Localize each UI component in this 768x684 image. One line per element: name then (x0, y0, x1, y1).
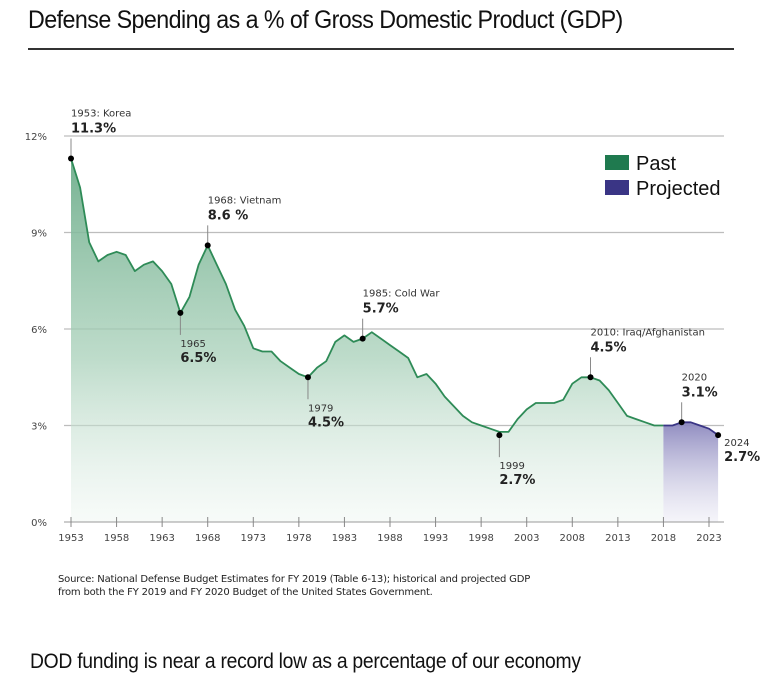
x-tick-label: 1993 (423, 533, 448, 544)
annotation-title: 2020 (682, 372, 707, 383)
x-tick-label: 1968 (195, 533, 220, 544)
annotation-title: 2010: Iraq/Afghanistan (591, 327, 705, 338)
annotation-value: 4.5% (591, 340, 627, 355)
data-point-marker (715, 432, 722, 439)
x-tick-label: 1958 (104, 533, 129, 544)
line-projected (663, 421, 719, 436)
data-point-marker (304, 374, 311, 381)
data-point-marker (678, 419, 685, 426)
y-tick-label: 6% (31, 325, 47, 336)
annotation-title: 1985: Cold War (363, 289, 441, 300)
x-tick-label: 1963 (149, 533, 174, 544)
annotations: 11.3% 1953: Korea 8.6 % 1968: Vietnam 19656.… (68, 109, 760, 488)
annotation-title: 1953: Korea (71, 109, 131, 120)
legend: Past Projected (605, 153, 721, 200)
area-past (71, 158, 664, 522)
annotation-value: 8.6 % (208, 208, 249, 223)
y-axis: 0% 3% 6% 9% 12% (25, 132, 47, 529)
x-axis: 1953 1958 1963 1968 1973 1978 1983 1988 1993 1998… (58, 517, 724, 544)
annotation-title: 1965 (180, 339, 205, 350)
source-line-1: Source: National Defense Budget Estimate… (58, 574, 531, 585)
source-line-2: from both the FY 2019 and FY 2020 Budget… (58, 587, 433, 598)
annotation-value: 3.1% (682, 385, 718, 400)
x-tick-label: 1973 (241, 533, 266, 544)
line-past (70, 158, 664, 433)
annotation-value: 6.5% (180, 351, 216, 366)
annotation: 8.6 % 1968: Vietnam (204, 195, 282, 249)
annotation: 4.5% 2010: Iraq/Afghanistan (587, 327, 705, 381)
legend-label-past: Past (636, 153, 676, 175)
legend-swatch-past (605, 155, 629, 170)
annotation-title: 2024 (724, 438, 749, 449)
chart-title: Defense Spending as a % of Gross Domesti… (28, 6, 623, 34)
annotation-title: 1968: Vietnam (208, 195, 282, 206)
y-tick-label: 3% (31, 422, 47, 433)
data-point-marker (204, 242, 211, 249)
annotation-value: 11.3% (71, 122, 116, 137)
y-tick-label: 0% (31, 518, 47, 529)
data-point-marker (177, 309, 184, 316)
annotation-value: 2.7% (499, 473, 535, 488)
chart-subtitle: DOD funding is near a record low as a pe… (30, 650, 581, 673)
annotation: 3.1% 2020 (678, 372, 718, 426)
annotation-value: 5.7% (363, 302, 399, 317)
annotation-title: 1999 (499, 461, 524, 472)
title-divider (28, 48, 734, 50)
annotation-value: 2.7% (724, 450, 760, 465)
data-point-marker (587, 374, 594, 381)
data-point-marker (359, 335, 366, 342)
annotation: 11.3% 1953: Korea (68, 109, 131, 162)
annotation: 5.7% 1985: Cold War (359, 289, 441, 342)
y-tick-label: 9% (31, 229, 47, 240)
legend-swatch-projected (605, 180, 629, 195)
legend-label-projected: Projected (636, 178, 721, 200)
annotation-value: 4.5% (308, 415, 344, 430)
x-tick-label: 1998 (468, 533, 493, 544)
x-tick-label: 1983 (332, 533, 357, 544)
x-tick-label: 1988 (377, 533, 402, 544)
x-tick-label: 2003 (514, 533, 539, 544)
x-tick-label: 2018 (651, 533, 676, 544)
data-point-marker (68, 155, 74, 162)
x-tick-label: 1953 (58, 533, 83, 544)
x-tick-label: 2023 (696, 533, 721, 544)
annotation-title: 1979 (308, 403, 333, 414)
y-tick-label: 12% (25, 132, 47, 143)
data-point-marker (496, 432, 503, 439)
area-projected (663, 422, 719, 522)
series-areas (70, 158, 719, 522)
x-tick-label: 2008 (560, 533, 585, 544)
x-tick-label: 1978 (286, 533, 311, 544)
source-note: Source: National Defense Budget Estimate… (58, 573, 530, 599)
x-tick-label: 2013 (605, 533, 630, 544)
